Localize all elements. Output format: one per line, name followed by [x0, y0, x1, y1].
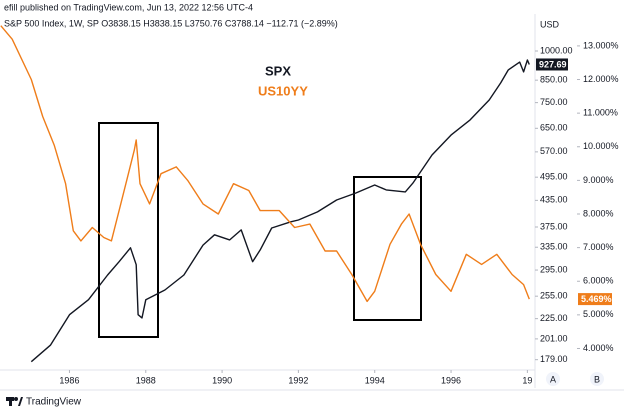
symbol-line: S&P 500 Index, 1W, SP O3838.15 H3838.15 …: [4, 18, 338, 28]
last-value-box: [536, 58, 568, 71]
x-tick-label: 1996: [441, 375, 461, 385]
highlight-box: [98, 122, 159, 338]
y-tick-label: 225.00: [540, 313, 568, 323]
brand-logo: [6, 397, 23, 406]
y-tick-label: 570.00: [540, 146, 568, 156]
y-tick-label: 435.00: [540, 195, 568, 205]
publisher-line: efill published on TradingView.com, Jun …: [4, 2, 253, 12]
y2-tick-label: 11.000%: [583, 108, 618, 118]
y2-tick-label: 6.000%: [583, 276, 614, 286]
highlight-box: [353, 176, 422, 321]
series-line: [0, 25, 530, 303]
y2-tick-label: 10.000%: [583, 141, 619, 151]
x-tick-label: 1992: [288, 375, 308, 385]
y-tick-label: 201.00: [540, 333, 568, 343]
button-b[interactable]: B: [594, 374, 600, 384]
y-tick-label: 295.00: [540, 264, 568, 274]
y-tick-label: 850.00: [540, 75, 568, 85]
brand-name: TradingView: [26, 397, 82, 408]
y2-tick-label: 13.000%: [583, 40, 619, 50]
annotation-us10yy: US10YY: [258, 83, 308, 98]
y2-tick-label: 7.000%: [583, 242, 614, 252]
button-bg[interactable]: [546, 372, 560, 386]
series-line: [30, 59, 530, 363]
last-value-label: 927.69: [539, 59, 567, 69]
y-tick-label: 375.00: [540, 221, 568, 231]
y2-tick-label: 5.000%: [583, 309, 614, 319]
y-tick-label: 335.00: [540, 242, 568, 252]
y2-tick-label: 4.000%: [583, 343, 614, 353]
x-tick-label: 1990: [212, 375, 232, 385]
annotation-spx: SPX: [265, 63, 291, 78]
y2-tick-label: 8.000%: [583, 208, 614, 218]
y2-tick-label: 12.000%: [583, 74, 619, 84]
y-tick-label: 255.00: [540, 291, 568, 301]
y-axis-unit: USD: [540, 19, 560, 29]
button-a[interactable]: A: [550, 374, 556, 384]
y-tick-label: 495.00: [540, 172, 568, 182]
y-tick-label: 650.00: [540, 123, 568, 133]
y-tick-label: 1000.00: [540, 45, 573, 55]
x-tick-label: 1986: [59, 375, 79, 385]
x-tick-label: 1994: [365, 375, 385, 385]
x-tick-label: 19: [522, 375, 532, 385]
x-tick-label: 1988: [136, 375, 156, 385]
y-tick-label: 179.00: [540, 354, 568, 364]
y2-tick-label: 9.000%: [583, 175, 614, 185]
last-value-box: [578, 293, 612, 306]
last-value-label: 5.469%: [581, 294, 612, 304]
button-bg[interactable]: [590, 372, 604, 386]
y-tick-label: 750.00: [540, 97, 568, 107]
